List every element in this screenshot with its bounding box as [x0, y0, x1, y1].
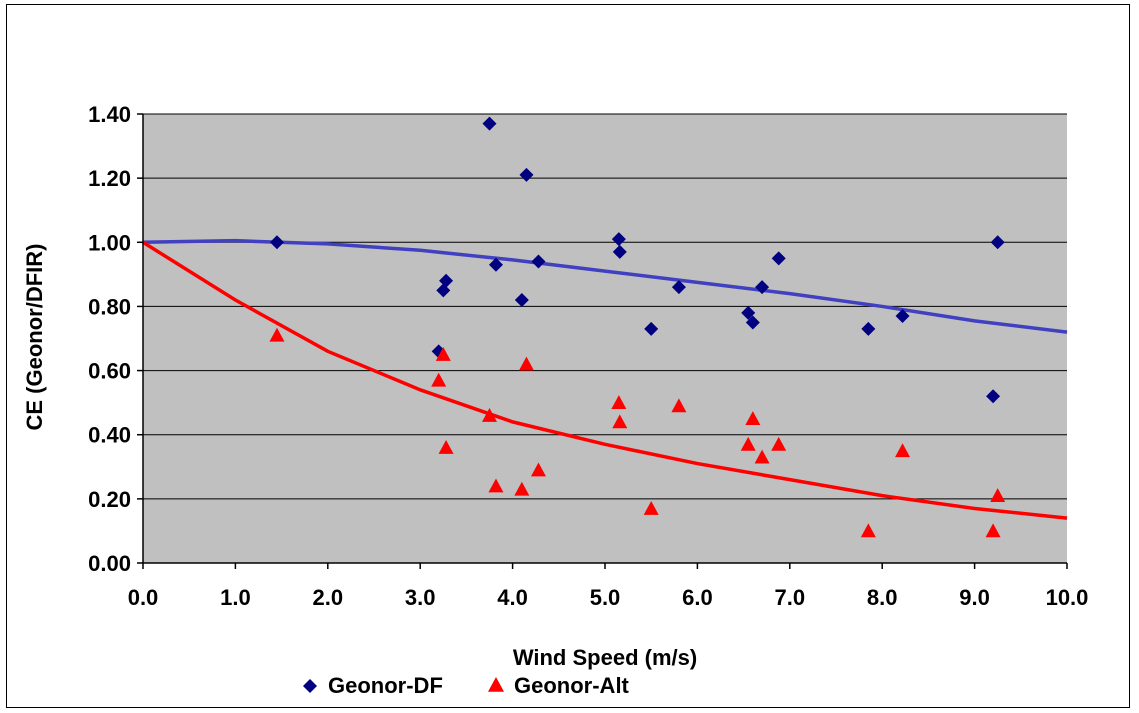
- triangle-marker: [860, 523, 876, 538]
- x-tick-label: 6.0: [682, 585, 713, 610]
- triangle-marker: [745, 411, 761, 426]
- diamond-marker: [771, 251, 786, 266]
- triangle-marker: [488, 677, 504, 692]
- diamond-marker: [986, 389, 1001, 404]
- x-tick-label: 9.0: [959, 585, 990, 610]
- y-tick-label: 1.40: [88, 102, 131, 127]
- data-markers: [269, 116, 1006, 538]
- triangle-marker: [671, 398, 687, 413]
- x-tick-label: 3.0: [405, 585, 436, 610]
- triangle-marker: [895, 443, 911, 458]
- y-tick-label: 0.60: [88, 359, 131, 384]
- diamond-marker: [895, 309, 910, 324]
- triangle-marker: [740, 436, 756, 451]
- legend: Geonor-DF Geonor-Alt: [303, 673, 630, 698]
- triangle-marker: [514, 481, 530, 496]
- triangle-marker: [435, 347, 451, 361]
- y-axis-title: CE (Geonor/DFIR): [22, 244, 47, 431]
- plot-area: [143, 114, 1067, 563]
- gridlines: [143, 113, 1067, 500]
- trend-line: [142, 240, 1068, 520]
- triangle-marker: [611, 395, 627, 410]
- diamond-marker: [519, 167, 534, 182]
- tick-labels: 0.00 0.20 0.40 0.60 0.80 1.00 1.20 1.40 0.0 1.0 2.…: [88, 102, 1088, 610]
- x-tick-label: 5.0: [590, 585, 621, 610]
- diamond-marker: [612, 244, 627, 259]
- triangle-marker: [771, 436, 787, 451]
- legend-label: Geonor-DF: [328, 673, 443, 698]
- diamond-marker: [303, 679, 317, 693]
- triangle-marker: [438, 440, 454, 454]
- triangle-marker: [482, 407, 497, 422]
- y-tick-label: 1.00: [88, 230, 131, 255]
- diamond-marker: [755, 280, 770, 295]
- diamond-marker: [514, 293, 529, 308]
- triangle-marker: [530, 462, 546, 477]
- x-tick-label: 2.0: [313, 585, 344, 610]
- legend-label: Geonor-Alt: [514, 673, 630, 698]
- y-tick-label: 0.20: [88, 487, 131, 512]
- y-tick-label: 1.20: [88, 166, 131, 191]
- x-tick-label: 10.0: [1046, 585, 1089, 610]
- diamond-marker: [990, 235, 1005, 250]
- diamond-marker: [531, 254, 546, 269]
- y-tick-label: 0.80: [88, 294, 131, 319]
- diamond-marker: [644, 321, 659, 336]
- x-tick-label: 1.0: [220, 585, 251, 610]
- diamond-marker: [671, 280, 686, 295]
- triangle-marker: [488, 478, 504, 493]
- triangle-marker: [990, 488, 1006, 503]
- x-tick-label: 0.0: [128, 585, 159, 610]
- triangle-marker: [269, 327, 285, 342]
- plot-background: [143, 114, 1067, 563]
- x-tick-label: 8.0: [867, 585, 898, 610]
- diamond-marker: [611, 232, 626, 247]
- triangle-marker: [518, 356, 534, 371]
- triangle-marker: [754, 449, 770, 464]
- diamond-marker: [488, 257, 503, 272]
- diamond-marker: [439, 273, 454, 288]
- triangle-marker: [643, 500, 659, 515]
- diamond-marker: [269, 235, 284, 250]
- trend-lines: [142, 238, 1068, 520]
- x-axis-title: Wind Speed (m/s): [513, 645, 697, 670]
- x-tick-label: 7.0: [775, 585, 806, 610]
- y-tick-label: 0.00: [88, 551, 131, 576]
- y-tick-label: 0.40: [88, 423, 131, 448]
- triangle-marker: [612, 414, 628, 429]
- diamond-marker: [745, 315, 760, 330]
- x-tick-label: 4.0: [497, 585, 528, 610]
- diamond-marker: [482, 116, 497, 131]
- trend-line: [142, 238, 1068, 334]
- triangle-marker: [985, 523, 1001, 538]
- triangle-marker: [431, 372, 447, 387]
- diamond-marker: [861, 321, 876, 336]
- diamond-marker: [741, 305, 756, 320]
